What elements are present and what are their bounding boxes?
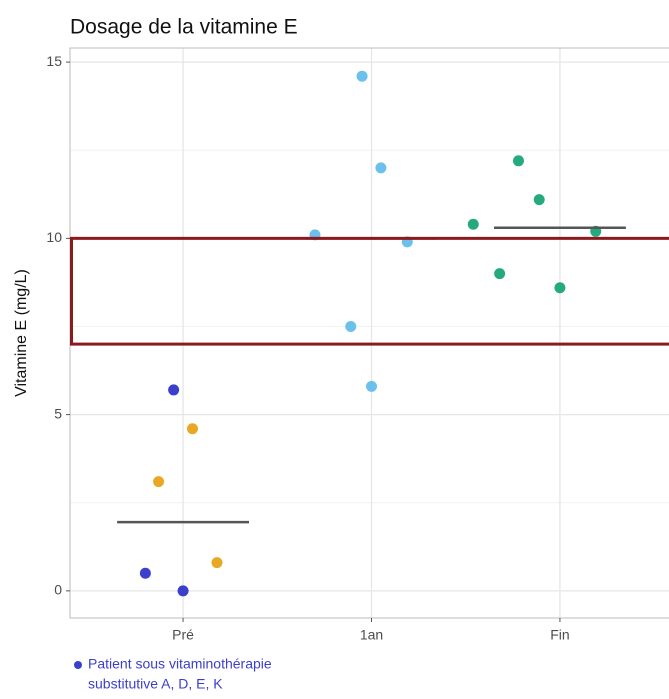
- data-point: [533, 194, 545, 206]
- data-point: [375, 162, 387, 174]
- data-point: [554, 282, 566, 294]
- panel-border: [69, 47, 669, 619]
- annotation-marker: [74, 661, 82, 669]
- x-tick-label: Fin: [550, 627, 569, 643]
- y-tick-label: 5: [54, 405, 62, 421]
- data-point: [467, 218, 479, 230]
- data-point: [512, 155, 524, 167]
- data-point: [186, 423, 198, 435]
- chart-title: Dosage de la vitamine E: [70, 16, 298, 39]
- data-point: [345, 320, 357, 332]
- annotation-text: substitutive A, D, E, K: [88, 676, 223, 692]
- data-point: [356, 70, 368, 82]
- data-point: [366, 380, 377, 392]
- data-point: [211, 557, 223, 569]
- y-axis-label: Vitamine E (mg/L): [13, 269, 30, 397]
- reference-band: [70, 236, 669, 346]
- y-tick-label: 15: [46, 53, 62, 69]
- y-tick-label: 0: [54, 582, 62, 598]
- data-point: [494, 268, 506, 280]
- data-point: [168, 384, 180, 396]
- data-point: [139, 567, 151, 579]
- data-point: [153, 476, 165, 488]
- x-tick-label: Pré: [172, 627, 194, 643]
- data-point: [177, 585, 189, 597]
- annotation-text: Patient sous vitaminothérapie: [88, 656, 272, 672]
- y-tick-label: 10: [46, 229, 62, 245]
- x-tick-label: 1an: [360, 627, 383, 643]
